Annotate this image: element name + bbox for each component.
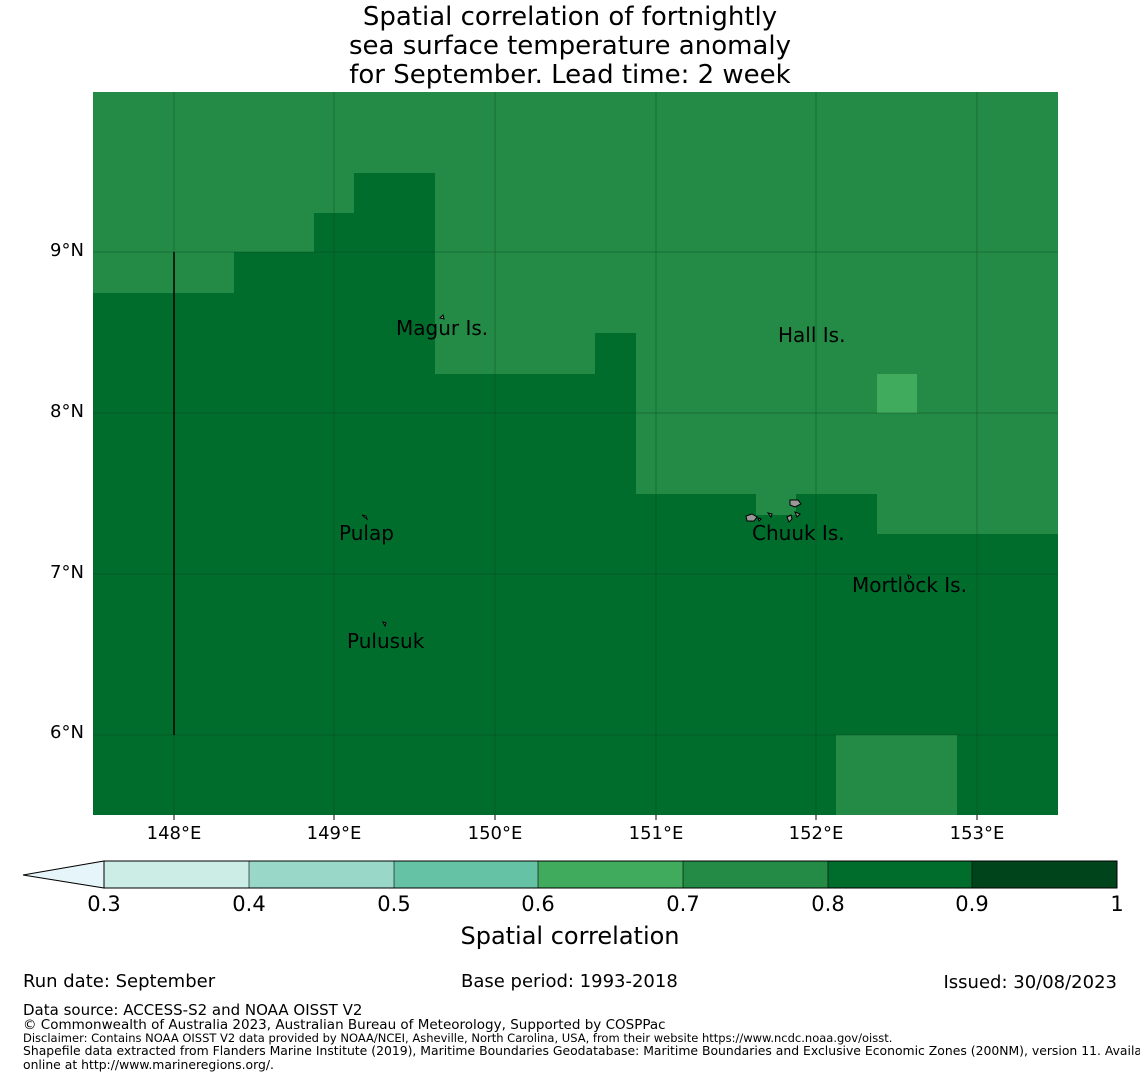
axis-ticks (173, 815, 978, 820)
colorbar-tick-0.7: 0.7 (666, 892, 700, 916)
title-line-2: sea surface temperature anomaly (349, 31, 791, 61)
chuuk-island-6 (757, 517, 762, 522)
lat-label-8: 8°N (50, 401, 84, 422)
shapefile-credit-1: Shapefile data extracted from Flanders M… (23, 1043, 1140, 1058)
lon-label-150: 150°E (467, 823, 523, 844)
colorbar-tick-0.6: 0.6 (521, 892, 555, 916)
lon-label-148: 148°E (146, 823, 202, 844)
colorbar-tick-0.9: 0.9 (955, 892, 989, 916)
correlation-grid (93, 92, 1058, 815)
region-0.7-0.8-south (836, 735, 957, 815)
chart-title: Spatial correlation of fortnightly sea s… (0, 3, 1140, 90)
island-shapes (361, 314, 912, 628)
chuuk-island-4 (786, 514, 793, 523)
pulusuk-island (382, 621, 387, 628)
place-label-magur: Magur Is. (396, 316, 489, 340)
place-label-chuuk: Chuuk Is. (752, 521, 845, 545)
chuuk-island-1 (789, 499, 802, 508)
place-label-hall: Hall Is. (778, 323, 846, 347)
issued-date: Issued: 30/08/2023 (943, 972, 1117, 993)
place-label-mortlock: Mortlock Is. (852, 573, 967, 597)
colorbar-tick-0.8: 0.8 (811, 892, 845, 916)
lon-label-153: 153°E (949, 823, 1005, 844)
lon-label-149: 149°E (306, 823, 362, 844)
place-label-pulap: Pulap (339, 521, 394, 545)
lat-label-7: 7°N (50, 562, 84, 583)
title-line-1: Spatial correlation of fortnightly (362, 2, 778, 32)
magur-island (439, 314, 445, 320)
region-0.8-0.9-main (93, 173, 1058, 815)
run-date: Run date: September (23, 971, 216, 992)
colorbar-tick-0.3: 0.3 (87, 892, 121, 916)
data-source: Data source: ACCESS-S2 and NOAA OISST V2 (23, 1001, 363, 1019)
colorbar-tick-0.5: 0.5 (377, 892, 411, 916)
colorbar-label: Spatial correlation (460, 922, 680, 950)
lon-label-151: 151°E (628, 823, 684, 844)
pulap-island (361, 514, 369, 521)
copyright: © Commonwealth of Australia 2023, Austra… (23, 1017, 666, 1033)
colorbar-tick-0.4: 0.4 (232, 892, 266, 916)
region-0.6-0.7-cell (877, 374, 917, 413)
place-label-pulusuk: Pulusuk (347, 629, 425, 653)
mortlock-island (907, 573, 912, 580)
lat-label-9: 9°N (50, 240, 84, 261)
colorbar-tick-1: 1 (1110, 892, 1124, 916)
chuuk-island-3 (766, 512, 773, 519)
lat-label-6: 6°N (50, 722, 84, 743)
base-period: Base period: 1993-2018 (461, 971, 678, 992)
shapefile-credit-2: online at http://www.marineregions.org/. (23, 1057, 274, 1072)
chuuk-island-5 (794, 511, 801, 518)
chuuk-island-2 (745, 513, 758, 522)
lon-label-152: 152°E (788, 823, 844, 844)
disclaimer: Disclaimer: Contains NOAA OISST V2 data … (23, 1031, 893, 1045)
title-line-3: for September. Lead time: 2 week (349, 60, 791, 90)
